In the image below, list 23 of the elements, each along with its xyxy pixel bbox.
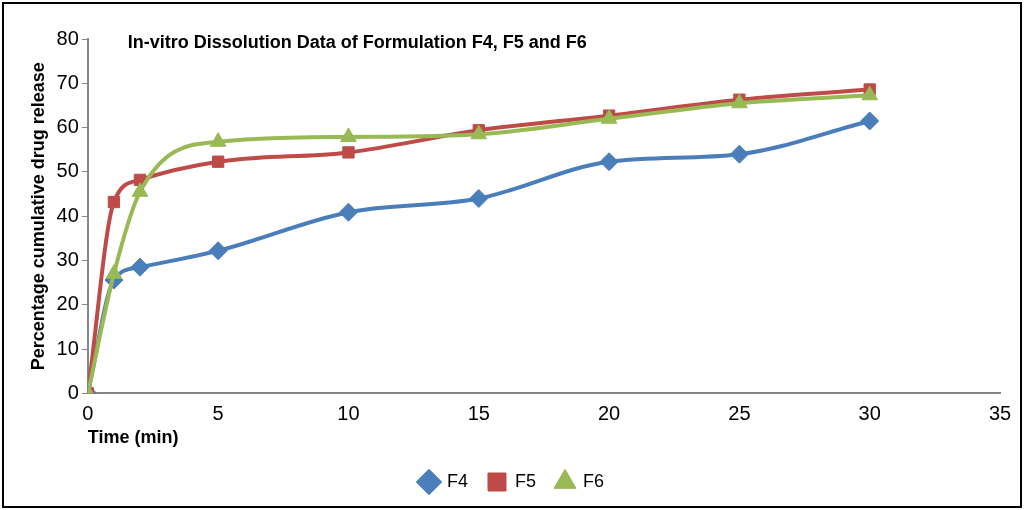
x-tick-label: 35 [988,401,1012,424]
y-tick-label: 0 [67,380,79,403]
y-axis-title: Percentage cumulative drug release [27,62,48,371]
x-tick-label: 10 [337,401,360,424]
y-tick-label: 70 [56,70,79,93]
y-tick-label: 30 [56,248,79,271]
y-tick-label: 60 [56,115,79,138]
x-tick-label: 20 [597,401,621,424]
x-axis-title: Time (min) [87,427,179,448]
legend-label: F6 [583,470,605,491]
y-tick-label: 80 [56,26,79,49]
y-tick-label: 20 [56,292,79,315]
x-tick-label: 5 [212,401,224,424]
x-tick-label: 25 [728,401,751,424]
y-tick-label: 40 [56,203,79,226]
y-tick-label: 10 [56,336,79,359]
x-tick-label: 0 [82,401,94,424]
legend-label: F5 [515,470,537,491]
x-tick-label: 15 [467,401,490,424]
chart-title: In-vitro Dissolution Data of Formulation F4, F5 and F6 [127,31,587,52]
legend-label: F4 [446,470,469,491]
y-tick-label: 50 [56,159,79,182]
x-tick-label: 30 [858,401,881,424]
